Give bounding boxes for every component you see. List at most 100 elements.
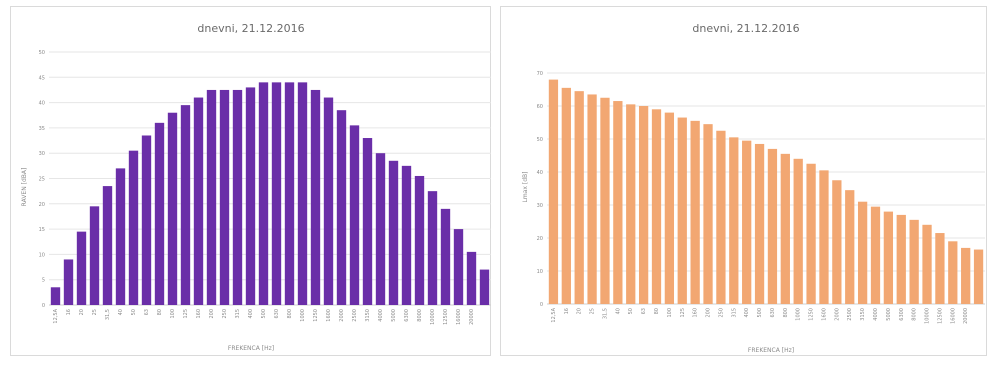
bar <box>626 104 636 304</box>
x-tick-label: 20 <box>577 308 583 314</box>
x-tick-label: 125 <box>183 309 189 319</box>
x-tick-label: 63 <box>641 308 647 314</box>
bar <box>453 229 464 305</box>
x-tick-label: 200 <box>209 309 215 319</box>
y-tick-label: 20 <box>537 236 543 242</box>
x-tick-label: 63 <box>144 309 150 315</box>
bar <box>780 153 790 304</box>
bar <box>89 206 100 305</box>
x-tick-label: 2500 <box>847 308 853 321</box>
x-tick-label: 12500 <box>937 308 943 324</box>
bar <box>806 163 816 304</box>
chart-panel-left: dnevni, 21.12.2016 FREKENCA [Hz] RAVEN [… <box>10 6 491 356</box>
bar <box>362 138 373 305</box>
x-tick-label: 25 <box>590 308 596 314</box>
x-tick-label: 16000 <box>950 308 956 324</box>
x-tick-label: 630 <box>274 309 280 319</box>
bar <box>479 269 490 305</box>
y-tick-label: 45 <box>39 75 45 81</box>
y-tick-label: 20 <box>39 202 45 208</box>
x-tick-label: 16 <box>66 309 72 315</box>
y-tick-label: 0 <box>42 303 45 309</box>
bar <box>716 130 726 304</box>
bar <box>427 191 438 305</box>
y-tick-label: 25 <box>39 177 45 183</box>
x-tick-label: 200 <box>706 308 712 318</box>
bar <box>102 186 113 305</box>
bar <box>375 153 386 305</box>
chart-panel-right: dnevni, 21.12.2016 FREKENCA [Hz] Lmax [d… <box>500 6 987 356</box>
bar <box>440 208 451 305</box>
bar <box>548 79 559 304</box>
x-tick-label: 25 <box>92 309 98 315</box>
bar <box>935 233 945 304</box>
bar <box>76 231 87 305</box>
bar <box>922 224 932 304</box>
x-axis-title-left: FREKENCA [Hz] <box>228 345 274 352</box>
y-tick-label: 40 <box>39 101 45 107</box>
bar <box>574 91 584 305</box>
bar <box>258 82 269 305</box>
x-tick-label: 50 <box>131 309 137 315</box>
bar <box>651 109 662 304</box>
x-tick-label: 20000 <box>963 308 969 324</box>
x-tick-label: 100 <box>170 309 176 319</box>
x-tick-label: 10000 <box>430 309 436 325</box>
x-tick-label: 315 <box>731 308 737 318</box>
bar <box>973 249 984 304</box>
x-tick-label: 1600 <box>821 308 827 321</box>
bar <box>883 211 894 304</box>
x-tick-label: 80 <box>654 308 660 314</box>
x-tick-label: 1250 <box>313 309 319 322</box>
x-tick-label: 6300 <box>899 308 905 321</box>
x-tick-label: 800 <box>287 309 293 319</box>
x-tick-label: 12,5A <box>551 307 557 322</box>
bar <box>948 241 958 304</box>
bar <box>587 94 597 304</box>
bar-chart-left: dnevni, 21.12.2016 FREKENCA [Hz] RAVEN [… <box>21 22 491 352</box>
bar <box>167 112 178 305</box>
bar <box>271 82 282 305</box>
bar <box>115 168 126 305</box>
bar <box>336 110 347 305</box>
bar <box>754 143 765 304</box>
x-tick-label: 4000 <box>378 309 384 322</box>
bar <box>613 101 623 304</box>
bar <box>793 158 803 304</box>
bar <box>141 135 152 305</box>
x-tick-label: 160 <box>693 308 699 318</box>
bar <box>180 105 191 305</box>
y-axis-title-left: RAVEN [dBA] <box>21 168 28 207</box>
x-tick-label: 400 <box>248 309 254 319</box>
y-tick-label: 0 <box>540 302 543 308</box>
x-tick-label: 2500 <box>352 309 358 322</box>
y-tick-label: 5 <box>42 278 45 284</box>
chart-title-left: dnevni, 21.12.2016 <box>197 22 304 35</box>
x-tick-label: 250 <box>718 308 724 318</box>
y-tick-label: 40 <box>537 170 543 176</box>
x-tick-label: 125 <box>680 308 686 318</box>
y-tick-label: 30 <box>537 203 543 209</box>
x-axis-title-right: FREKENCA [Hz] <box>748 347 794 354</box>
y-tick-label: 35 <box>39 126 45 132</box>
x-tick-label: 16 <box>564 308 570 314</box>
x-tick-label: 100 <box>667 308 673 318</box>
x-tick-label: 8000 <box>417 309 423 322</box>
bar <box>561 87 571 304</box>
bar <box>742 140 752 304</box>
x-tick-label: 40 <box>615 308 621 314</box>
bar <box>388 160 399 305</box>
bar <box>206 89 217 305</box>
bar-chart-right: dnevni, 21.12.2016 FREKENCA [Hz] Lmax [d… <box>522 22 985 354</box>
bar <box>297 82 308 305</box>
bar <box>729 137 739 304</box>
bar <box>466 251 477 305</box>
x-tick-label: 40 <box>118 309 124 315</box>
bar <box>154 122 165 305</box>
y-tick-label: 10 <box>39 252 45 258</box>
x-tick-label: 2000 <box>339 309 345 322</box>
x-tick-label: 5000 <box>391 309 397 322</box>
x-tick-label: 630 <box>770 308 776 318</box>
x-tick-label: 20 <box>79 309 85 315</box>
x-tick-label: 31,5 <box>602 308 608 319</box>
